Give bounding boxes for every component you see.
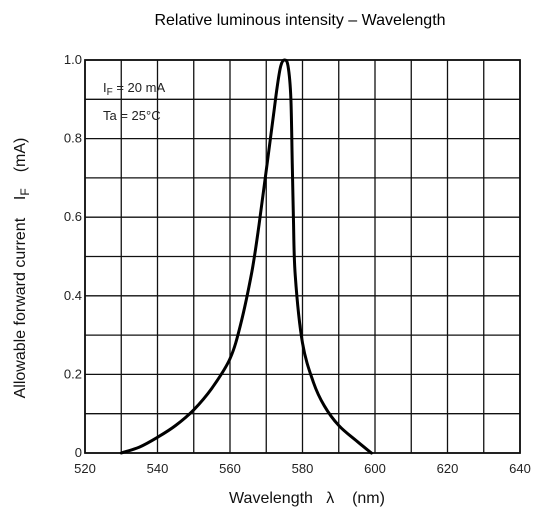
plot-frame [84, 59, 521, 454]
x-tick-label: 520 [74, 461, 96, 476]
current-prefix: I [103, 80, 107, 95]
x-tick-label: 600 [364, 461, 386, 476]
series-group [119, 58, 373, 455]
chart-title: Relative luminous intensity – Wavelength [154, 12, 445, 29]
x-tick-label: 620 [437, 461, 459, 476]
x-tick-label: 640 [509, 461, 531, 476]
y-tick-label: 0.6 [64, 209, 82, 224]
x-tick-label: 580 [292, 461, 314, 476]
y-axis-label: Allowable forward current IF (mA) [12, 138, 32, 399]
y-axis-label-text: Allowable forward current I [12, 196, 29, 399]
y-tick-label: 0 [75, 445, 82, 460]
y-tick-label: 0.2 [64, 366, 82, 381]
series-line [119, 58, 373, 455]
current-value: = 20 mA [113, 80, 166, 95]
x-tick-label: 540 [147, 461, 169, 476]
tick-labels: 520 540 560 580 600 620 640 0 0.2 0.4 0.6 0.8 1.0 [64, 52, 531, 476]
grid [84, 59, 521, 454]
y-axis-label-subscript: F [18, 188, 32, 195]
current-annotation: IF = 20 mA [103, 80, 165, 98]
y-tick-label: 0.4 [64, 288, 82, 303]
x-tick-label: 560 [219, 461, 241, 476]
y-tick-label: 0.8 [64, 131, 82, 146]
current-subscript: F [107, 87, 113, 98]
temperature-annotation: Ta = 25°C [103, 108, 161, 123]
y-axis-label-unit: (mA) [12, 138, 29, 173]
x-axis-label: Wavelength λ (nm) [229, 490, 385, 507]
y-tick-label: 1.0 [64, 52, 82, 67]
annotations: IF = 20 mA Ta = 25°C [103, 80, 165, 123]
